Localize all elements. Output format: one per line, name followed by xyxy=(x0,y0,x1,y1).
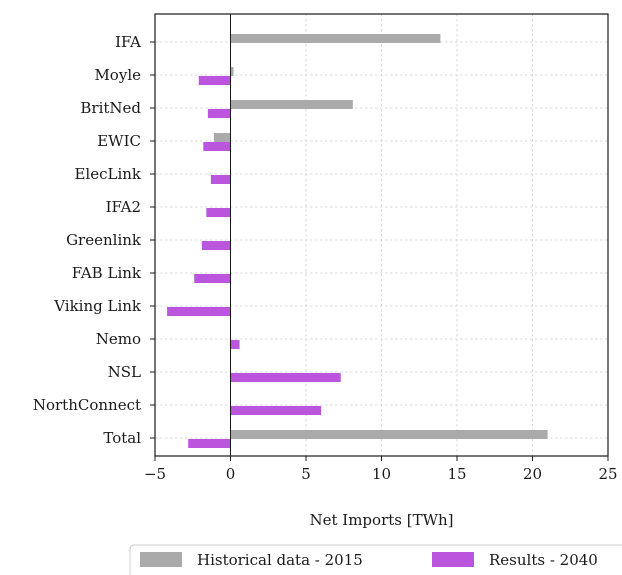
bar-results-fab-link xyxy=(194,274,231,283)
x-tick-label: 25 xyxy=(598,465,617,483)
bar-results-nsl xyxy=(230,373,341,382)
category-label-total: Total xyxy=(103,429,141,447)
bar-historical-ifa xyxy=(230,34,441,43)
x-tick-label: 20 xyxy=(523,465,542,483)
category-label-northconnect: NorthConnect xyxy=(33,396,141,414)
category-label-nemo: Nemo xyxy=(96,330,141,348)
bar-results-total xyxy=(188,439,231,448)
x-tick-label: −5 xyxy=(144,465,166,483)
bar-results-eleclink xyxy=(210,175,231,184)
bar-results-ifa2 xyxy=(206,208,231,217)
category-label-fab-link: FAB Link xyxy=(72,264,142,282)
bar-results-britned xyxy=(207,109,231,118)
bar-results-moyle xyxy=(198,76,231,85)
category-label-ifa: IFA xyxy=(115,33,141,51)
category-label-nsl: NSL xyxy=(108,363,141,381)
category-label-moyle: Moyle xyxy=(94,66,141,84)
category-label-eleclink: ElecLink xyxy=(74,165,141,183)
bar-historical-ewic xyxy=(213,133,231,142)
legend: Historical data - 2015 Results - 2040 xyxy=(129,544,622,575)
bar-results-northconnect xyxy=(230,406,322,415)
bar-historical-britned xyxy=(230,100,353,109)
bar-results-viking-link xyxy=(167,307,231,316)
legend-swatch-results xyxy=(432,552,474,567)
bar-results-ewic xyxy=(203,142,231,151)
legend-label-historical: Historical data - 2015 xyxy=(197,551,363,569)
x-axis-label: Net Imports [TWh] xyxy=(309,511,453,529)
x-tick-label: 5 xyxy=(301,465,311,483)
category-label-britned: BritNed xyxy=(80,99,141,117)
bars xyxy=(167,34,548,448)
x-tick-label: 0 xyxy=(226,465,236,483)
legend-label-results: Results - 2040 xyxy=(489,551,598,569)
x-tick-label: 15 xyxy=(447,465,466,483)
category-label-ifa2: IFA2 xyxy=(106,198,141,216)
x-tick-label: 10 xyxy=(372,465,391,483)
category-label-greenlink: Greenlink xyxy=(66,231,142,249)
bar-results-nemo xyxy=(230,340,240,349)
bar-historical-total xyxy=(230,430,548,439)
legend-box xyxy=(129,544,622,575)
bar-results-greenlink xyxy=(201,241,231,250)
legend-swatch-historical xyxy=(140,552,182,567)
category-label-ewic: EWIC xyxy=(97,132,141,150)
category-label-viking-link: Viking Link xyxy=(53,297,142,315)
bar-historical-moyle xyxy=(230,67,234,76)
ticks: IFA Moyle BritNed EWIC ElecLink IFA2 Greenlink… xyxy=(33,33,618,483)
